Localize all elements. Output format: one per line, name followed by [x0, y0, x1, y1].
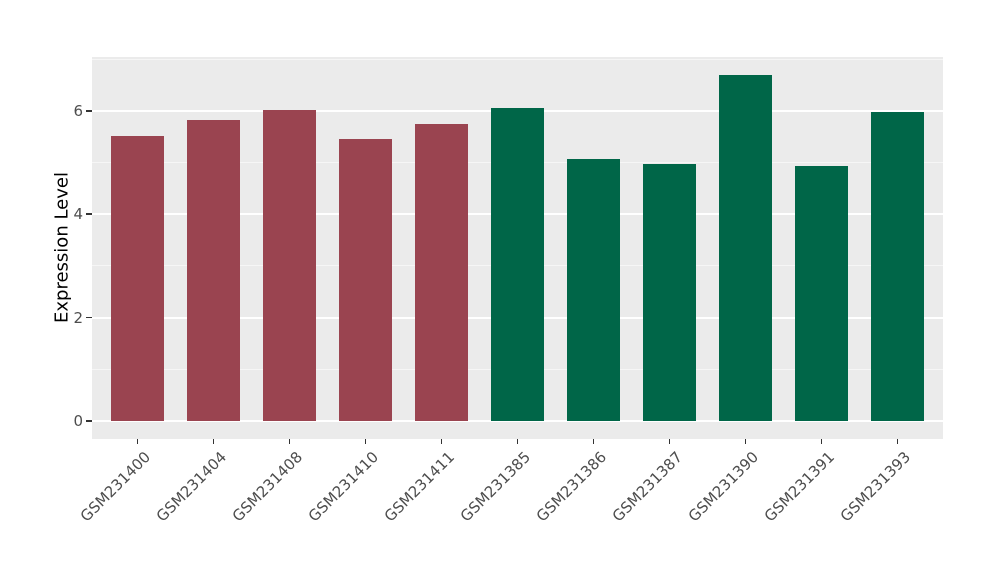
- gridline-major: [92, 419, 943, 422]
- y-tick-label: 0: [73, 411, 83, 430]
- y-tick-mark: [86, 420, 92, 422]
- x-tick-mark: [668, 438, 671, 444]
- bar-GSM231390: [718, 74, 772, 421]
- y-tick-mark: [86, 316, 92, 319]
- x-tick-label: GSM231387: [608, 447, 687, 525]
- x-tick-label: GSM231390: [684, 447, 763, 525]
- bar-GSM231391: [794, 165, 848, 421]
- bar-GSM231410: [339, 138, 392, 421]
- x-tick-label: GSM231386: [532, 447, 611, 525]
- x-tick-label: GSM231393: [836, 447, 915, 525]
- y-tick-label: 2: [73, 308, 83, 327]
- y-axis-title: Expression Level: [51, 171, 73, 323]
- x-tick-mark: [896, 438, 899, 444]
- y-tick-label: 6: [73, 101, 83, 120]
- x-tick-label: GSM231400: [77, 447, 155, 525]
- x-tick-label: GSM231404: [153, 447, 231, 525]
- x-tick-label: GSM231411: [380, 447, 459, 525]
- x-tick-mark: [592, 438, 595, 444]
- bar-GSM231400: [111, 135, 165, 421]
- x-tick-mark: [440, 438, 443, 444]
- x-tick-mark: [820, 438, 823, 444]
- x-tick-label: GSM231408: [229, 447, 307, 525]
- y-tick-mark: [86, 213, 92, 215]
- plot-panel: [92, 57, 943, 439]
- x-tick-mark: [516, 438, 519, 444]
- x-tick-mark: [136, 438, 139, 444]
- x-tick-label: GSM231410: [304, 447, 383, 525]
- bar-GSM231404: [187, 119, 241, 421]
- x-tick-mark: [364, 438, 367, 444]
- x-tick-mark: [212, 438, 215, 444]
- y-tick-label: 4: [73, 205, 83, 224]
- x-tick-label: GSM231391: [760, 447, 839, 525]
- x-tick-label: GSM231385: [456, 447, 535, 525]
- bar-GSM231386: [567, 158, 620, 421]
- x-tick-mark: [288, 438, 291, 444]
- x-tick-mark: [744, 438, 747, 444]
- gridline-minor: [92, 58, 943, 60]
- bar-GSM231387: [643, 164, 696, 421]
- bar-GSM231411: [415, 123, 468, 421]
- y-tick-mark: [86, 110, 92, 112]
- bar-GSM231393: [870, 111, 924, 421]
- bar-GSM231385: [491, 108, 544, 421]
- bar-GSM231408: [263, 110, 317, 421]
